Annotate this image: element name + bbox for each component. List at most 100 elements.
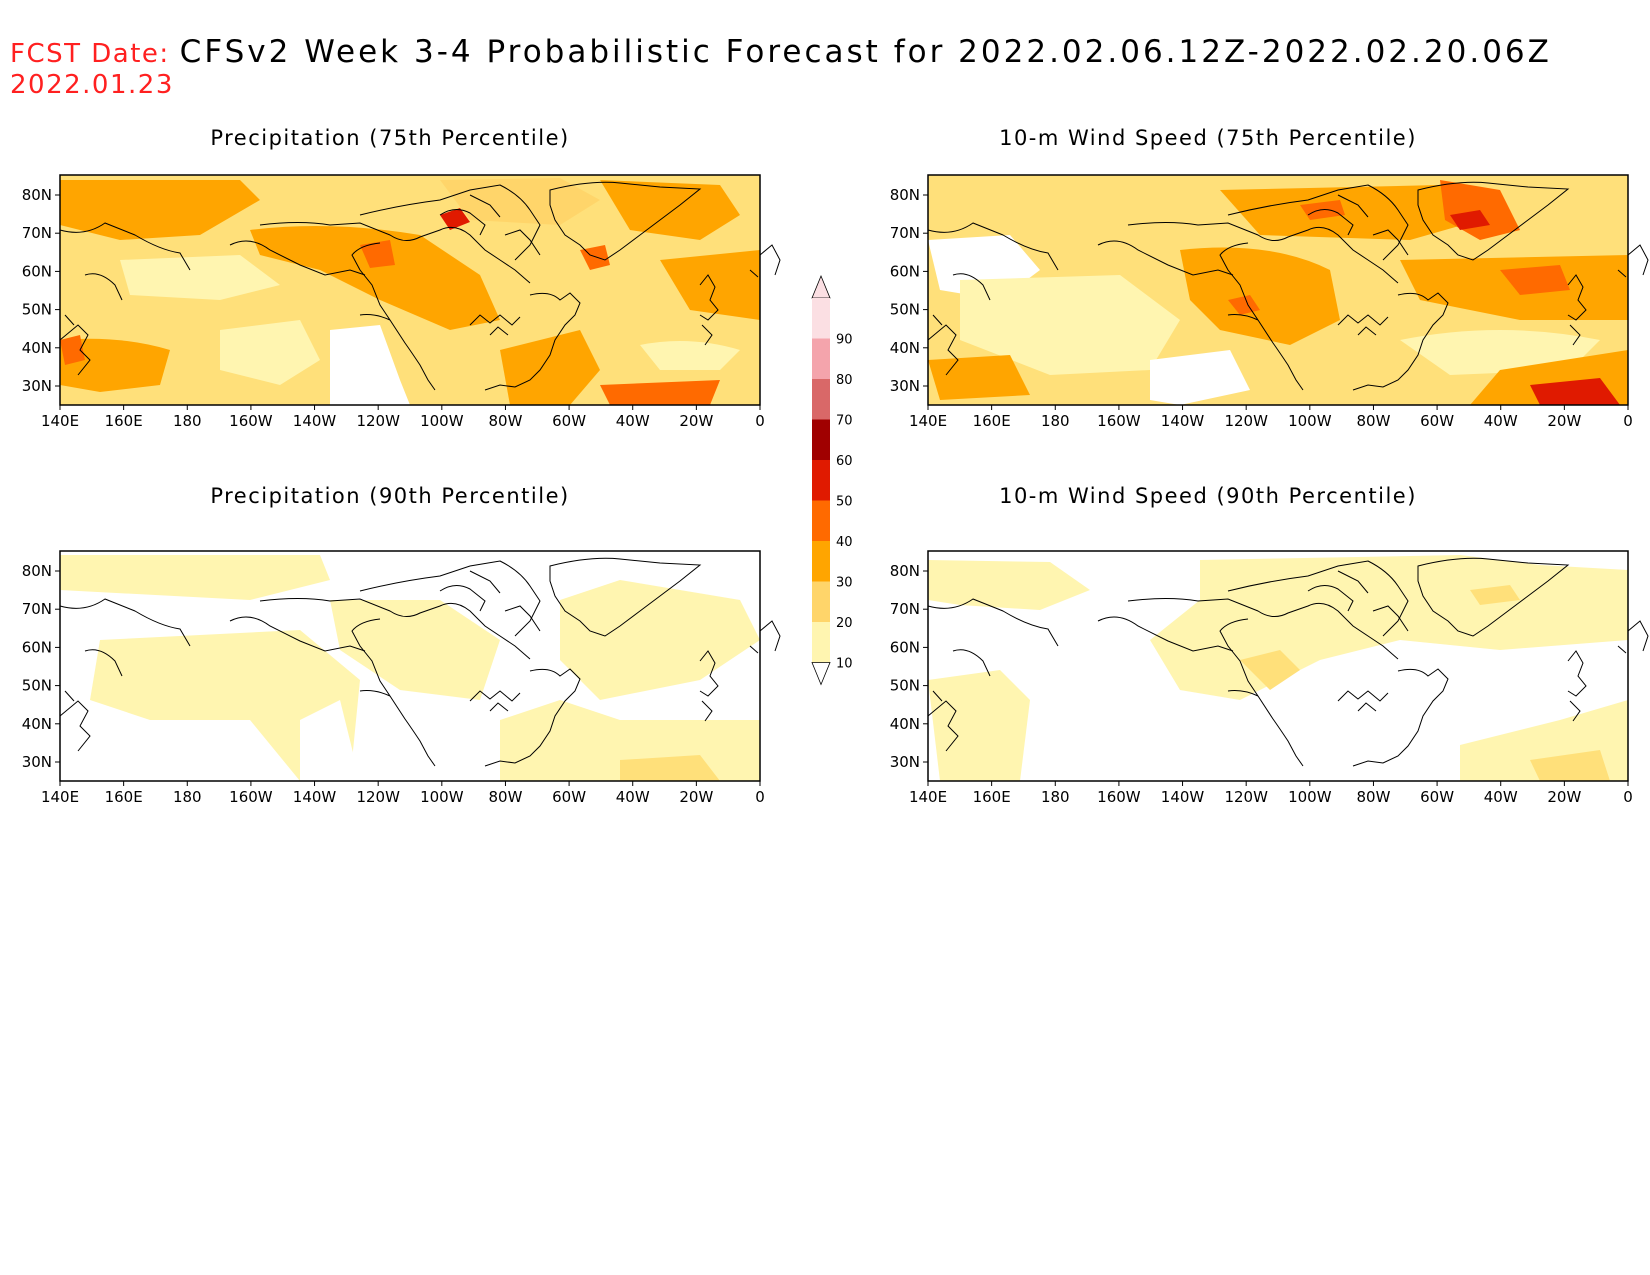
lat-tick-label: 80N — [890, 186, 920, 204]
lon-tick-label: 120W — [356, 412, 400, 430]
lon-tick-label: 40W — [1484, 412, 1518, 430]
lon-tick-label: 140E — [909, 788, 947, 806]
lat-tick-label: 40N — [22, 339, 52, 357]
colorbar-top-arrow — [811, 274, 831, 299]
map-panel-wind-75 — [927, 174, 1649, 406]
lon-tick-label: 140W — [293, 788, 337, 806]
lat-tick-label: 40N — [22, 715, 52, 733]
colorbar-label: 60 — [836, 454, 853, 469]
lat-tick-label: 60N — [890, 262, 920, 280]
colorbar-label: 70 — [836, 414, 853, 429]
lat-tick-label: 50N — [890, 301, 920, 319]
lon-tick-label: 140W — [1161, 412, 1205, 430]
lon-tick-label: 20W — [1547, 412, 1581, 430]
colorbar-bottom-arrow — [811, 662, 831, 686]
lon-tick-label: 0 — [755, 412, 765, 430]
colorbar-segment — [812, 541, 830, 582]
lat-tick-label: 50N — [890, 677, 920, 695]
map-panel-precip-90 — [59, 550, 781, 782]
colorbar-segment — [812, 379, 830, 420]
colorbar-segment — [812, 419, 830, 460]
colorbar-label: 90 — [836, 333, 853, 348]
figure-title: CFSv2 Week 3-4 Probabilistic Forecast fo… — [179, 34, 1552, 70]
lon-tick-label: 40W — [616, 412, 650, 430]
colorbar-segment — [812, 338, 830, 379]
lon-tick-label: 100W — [420, 788, 464, 806]
lon-tick-label: 140W — [293, 412, 337, 430]
lat-tick-label: 70N — [22, 224, 52, 242]
fcst-label: FCST Date: — [10, 39, 170, 69]
lon-tick-label: 0 — [1623, 788, 1633, 806]
map-panel-precip-75 — [59, 174, 781, 406]
lon-tick-label: 40W — [1484, 788, 1518, 806]
lat-tick-label: 70N — [22, 600, 52, 618]
lon-tick-label: 20W — [1547, 788, 1581, 806]
wind-75-shading — [928, 180, 1628, 405]
panel-title-precip-90: Precipitation (90th Percentile) — [210, 484, 570, 508]
colorbar-label: 10 — [836, 657, 853, 672]
lon-tick-label: 180 — [1041, 788, 1070, 806]
lon-tick-label: 140W — [1161, 788, 1205, 806]
lon-tick-label: 60W — [552, 788, 586, 806]
lat-tick-label: 70N — [890, 600, 920, 618]
lon-tick-label: 60W — [552, 412, 586, 430]
lon-tick-label: 100W — [1288, 412, 1332, 430]
lon-tick-label: 20W — [679, 412, 713, 430]
lon-tick-label: 80W — [488, 412, 522, 430]
figure-header: FCST Date: CFSv2 Week 3-4 Probabilistic F… — [10, 34, 1552, 70]
lat-tick-label: 80N — [890, 562, 920, 580]
lon-tick-label: 120W — [1224, 412, 1268, 430]
lat-tick-label: 70N — [890, 224, 920, 242]
lon-tick-label: 60W — [1420, 412, 1454, 430]
lon-tick-label: 180 — [173, 412, 202, 430]
wind-90-shading — [928, 555, 1628, 781]
lon-tick-label: 180 — [173, 788, 202, 806]
colorbar-label: 20 — [836, 616, 853, 631]
lon-tick-label: 160E — [105, 412, 143, 430]
lon-tick-label: 160E — [105, 788, 143, 806]
panel-title-wind-90: 10-m Wind Speed (90th Percentile) — [999, 484, 1417, 508]
lon-tick-label: 140E — [909, 412, 947, 430]
colorbar-segment — [812, 298, 830, 339]
lat-tick-label: 30N — [22, 753, 52, 771]
panel-title-wind-75: 10-m Wind Speed (75th Percentile) — [999, 126, 1417, 150]
colorbar-segment — [812, 581, 830, 622]
colorbar-label: 80 — [836, 373, 853, 388]
lon-tick-label: 180 — [1041, 412, 1070, 430]
lon-tick-label: 160W — [1097, 412, 1141, 430]
axis-ticks: 140E 160E 180 160W 140W 120W 100W 80W 60W 40W 20W 0… — [22, 186, 1633, 806]
lon-tick-label: 80W — [1356, 788, 1390, 806]
lon-tick-label: 100W — [1288, 788, 1332, 806]
lon-tick-label: 120W — [1224, 788, 1268, 806]
lat-tick-label: 80N — [22, 562, 52, 580]
lat-tick-label: 50N — [22, 677, 52, 695]
colorbar-segment — [812, 622, 830, 663]
map-panel-wind-90 — [927, 550, 1649, 782]
panel-title-precip-75: Precipitation (75th Percentile) — [210, 126, 570, 150]
lat-tick-label: 30N — [22, 377, 52, 395]
lon-tick-label: 140E — [41, 788, 79, 806]
colorbar: 90 80 70 60 50 40 30 20 10 — [811, 274, 853, 686]
precip-75-shading — [60, 178, 760, 405]
lon-tick-label: 160W — [229, 412, 273, 430]
lon-tick-label: 0 — [755, 788, 765, 806]
lon-tick-label: 80W — [488, 788, 522, 806]
lat-tick-label: 40N — [890, 339, 920, 357]
lat-tick-label: 80N — [22, 186, 52, 204]
colorbar-label: 50 — [836, 495, 853, 510]
lat-tick-label: 60N — [22, 262, 52, 280]
lat-tick-label: 30N — [890, 377, 920, 395]
lat-tick-label: 60N — [22, 638, 52, 656]
lon-tick-label: 160E — [973, 412, 1011, 430]
colorbar-label: 30 — [836, 576, 853, 591]
lon-tick-label: 160E — [973, 788, 1011, 806]
fcst-date: 2022.01.23 — [10, 70, 174, 100]
lon-tick-label: 40W — [616, 788, 650, 806]
colorbar-segment — [812, 460, 830, 501]
colorbar-segment — [812, 500, 830, 541]
lon-tick-label: 120W — [356, 788, 400, 806]
lon-tick-label: 0 — [1623, 412, 1633, 430]
lat-tick-label: 30N — [890, 753, 920, 771]
lon-tick-label: 160W — [229, 788, 273, 806]
